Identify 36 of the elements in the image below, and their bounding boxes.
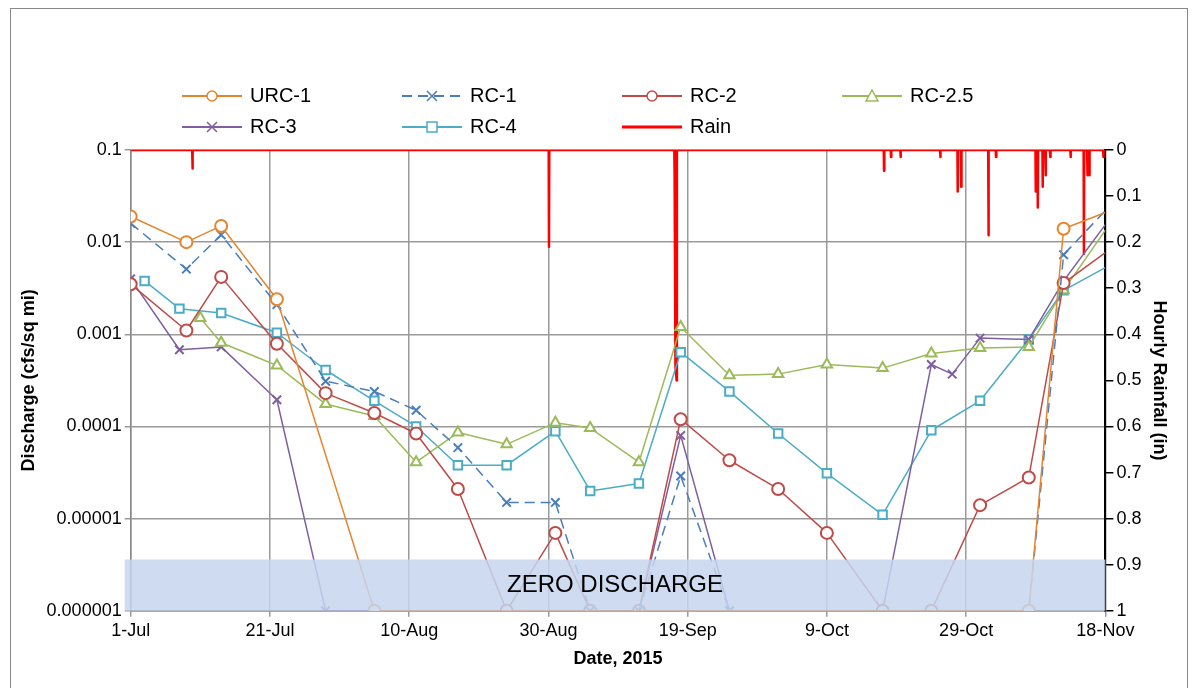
x-axis-title: Date, 2015 — [573, 648, 663, 669]
legend-label: URC-1 — [250, 84, 312, 107]
y2-tick-label: 0.7 — [1116, 461, 1142, 482]
y-tick-label: 0.000001 — [46, 599, 122, 620]
legend-label: RC-3 — [250, 115, 297, 138]
legend-label: RC-1 — [470, 84, 517, 107]
y2-tick-label: 0.6 — [1116, 415, 1142, 436]
legend-label: RC-4 — [470, 115, 517, 138]
legend-label: RC-2 — [690, 84, 737, 107]
y-axis-title: Discharge (cfs/sq mi) — [17, 289, 38, 472]
band-label: ZERO DISCHARGE — [507, 569, 724, 597]
y2-tick-label: 0.3 — [1116, 277, 1142, 298]
y2-tick-label: 0.4 — [1116, 323, 1142, 344]
y2-tick-label: 0.5 — [1116, 369, 1142, 390]
y2-tick-label: 1 — [1116, 599, 1127, 620]
y-tick-label: 0.0001 — [66, 415, 122, 436]
legend-label: Rain — [690, 115, 732, 138]
y2-axis-title: Hourly Rainfall (in) — [1150, 300, 1171, 461]
y-tick-label: 0.00001 — [56, 507, 122, 528]
x-tick-label: 29-Oct — [939, 619, 994, 640]
y-tick-label: 0.01 — [86, 231, 122, 252]
x-tick-label: 9-Oct — [804, 619, 849, 640]
x-tick-label: 21-Jul — [245, 619, 295, 640]
y-tick-label: 0.1 — [96, 138, 122, 159]
y2-tick-label: 0.1 — [1116, 185, 1142, 206]
x-tick-label: 18-Nov — [1076, 619, 1135, 640]
legend-label: RC-2.5 — [910, 84, 974, 107]
y-tick-label: 0.001 — [76, 323, 122, 344]
x-tick-label: 30-Aug — [519, 619, 578, 640]
x-tick-label: 1-Jul — [111, 619, 151, 640]
y2-tick-label: 0.8 — [1116, 507, 1142, 528]
x-tick-label: 10-Aug — [380, 619, 439, 640]
x-tick-label: 19-Sep — [658, 619, 717, 640]
y2-tick-label: 0.9 — [1116, 553, 1142, 574]
y2-tick-label: 0.2 — [1116, 231, 1142, 252]
y2-tick-label: 0 — [1116, 138, 1127, 159]
